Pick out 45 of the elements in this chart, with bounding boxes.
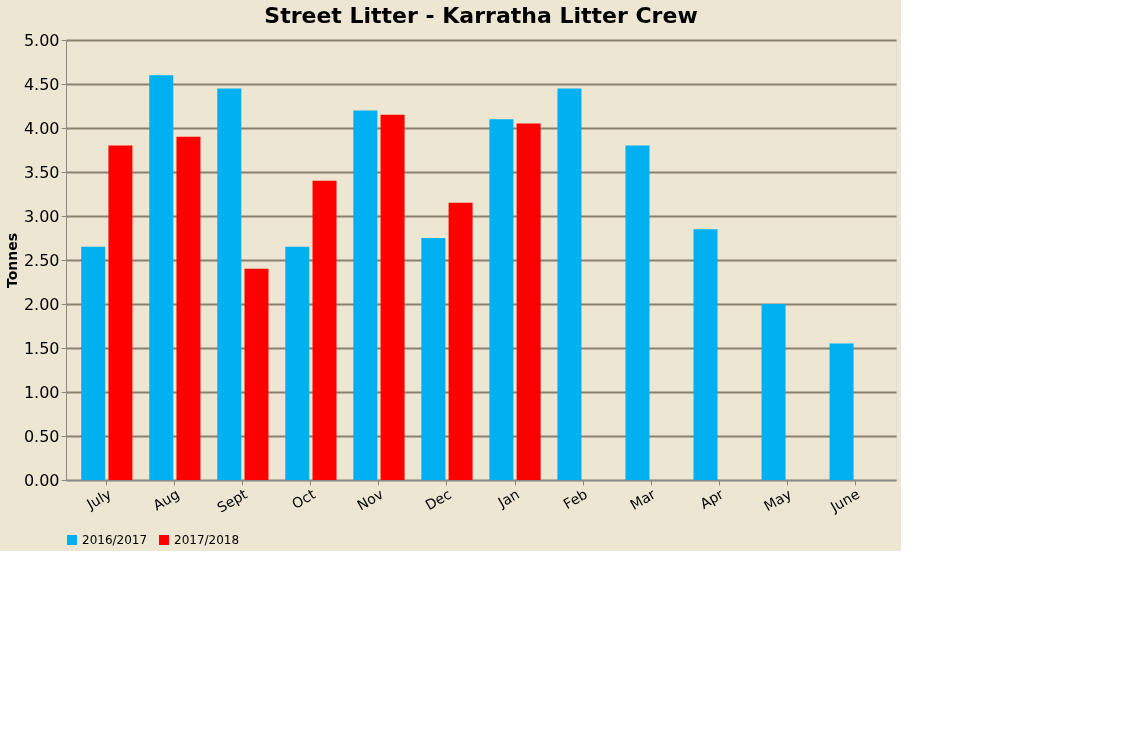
x-tick-label: Jan [494,485,523,511]
bar [353,110,378,480]
x-tick-label: Feb [560,485,591,513]
y-tick-label: 5.00 [23,30,60,50]
y-tick-label: 2.50 [23,250,60,270]
bar [516,123,541,480]
x-tick-label: July [83,485,114,513]
y-tick-label: 0.50 [23,426,60,446]
bar [380,114,405,480]
bar [176,136,201,480]
y-tick-label: 2.00 [23,294,60,314]
x-tick-label: Aug [150,485,182,514]
bar [693,229,718,480]
bar [285,246,310,480]
bar [557,88,582,480]
y-tick-label: 3.50 [23,162,60,182]
x-tick-label: Oct [288,485,319,512]
bar [829,343,854,480]
legend-label: 2016/2017 [82,533,148,547]
bar [489,119,514,480]
x-tick-label: Nov [354,485,386,514]
x-tick-label: Dec [422,485,454,514]
x-tick-label: Sept [214,485,251,516]
bar [108,145,133,480]
bar [448,202,473,480]
chart-title: Street Litter - Karratha Litter Crew [264,3,698,28]
bar [625,145,650,480]
y-tick-label: 4.50 [23,74,60,94]
bar [421,238,446,480]
y-tick-label: 0.00 [23,470,60,490]
x-tick-label: May [761,485,795,515]
x-tick-label: Mar [627,485,659,513]
bar [244,268,269,480]
bar [149,75,174,480]
bar [217,88,242,480]
y-tick-label: 1.00 [23,382,60,402]
y-tick-label: 3.00 [23,206,60,226]
x-tick-label: Apr [697,485,727,512]
bar [81,246,106,480]
y-tick-label: 1.50 [23,338,60,358]
bar [312,180,337,480]
bar [761,304,786,480]
legend-label: 2017/2018 [174,533,240,547]
y-tick-label: 4.00 [23,118,60,138]
y-axis-title: Tonnes [3,232,20,289]
